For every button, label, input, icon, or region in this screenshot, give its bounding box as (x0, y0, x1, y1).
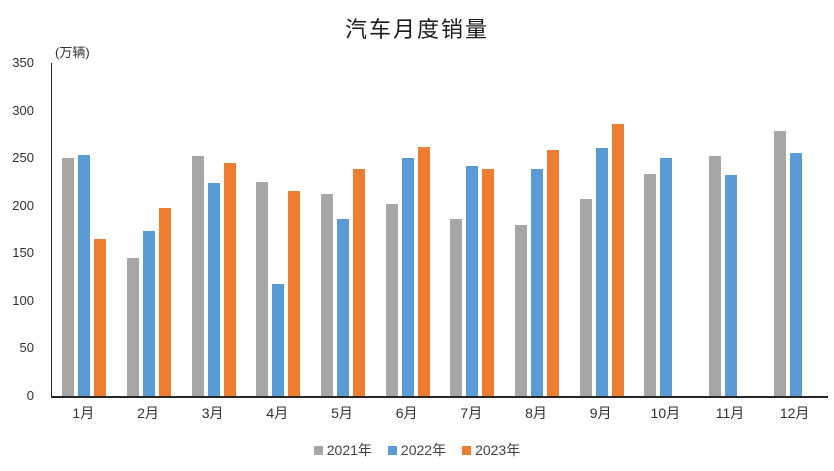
bar-2023年-9月 (611, 124, 624, 396)
legend-label: 2023年 (475, 442, 521, 458)
legend-label: 2021年 (326, 442, 372, 458)
legend: 2021年 2022年 2023年 (0, 440, 834, 460)
bar-2022年-10月 (660, 157, 673, 396)
bar-2022年-7月 (466, 165, 479, 396)
x-category-label: 1月 (72, 405, 95, 421)
x-category-label: 8月 (525, 405, 547, 421)
y-tick-label: 0 (26, 388, 34, 403)
x-category-label: 11月 (715, 405, 745, 421)
bar-2021年-1月 (62, 157, 75, 396)
y-tick-label: 250 (12, 150, 34, 166)
bar-2023年-8月 (547, 150, 559, 396)
x-category-label: 5月 (331, 405, 353, 421)
bar-2023年-3月 (223, 162, 236, 396)
bar-2022年-3月 (207, 183, 220, 396)
bar-2021年-9月 (579, 199, 592, 396)
x-category-label: 12月 (779, 405, 810, 421)
bar-2023年-1月 (94, 239, 107, 396)
bar-2021年-4月 (256, 181, 269, 396)
x-category-label: 3月 (201, 405, 224, 421)
bar-2022年-1月 (78, 155, 91, 396)
bar-2023年-7月 (482, 168, 495, 396)
bar-2023年-5月 (353, 169, 365, 396)
bar-2022年-12月 (789, 152, 802, 396)
x-category-label: 6月 (395, 405, 418, 421)
y-axis-unit-label: (万辆) (55, 45, 90, 60)
x-category-label: 4月 (266, 405, 289, 421)
bar-2021年-12月 (773, 130, 786, 396)
bar-2021年-5月 (321, 193, 333, 396)
bar-2023年-6月 (417, 146, 430, 396)
bar-2021年-10月 (644, 174, 657, 396)
bar-2021年-7月 (450, 218, 463, 396)
bar-2022年-4月 (272, 283, 285, 396)
y-tick-label: 150 (12, 245, 34, 261)
bar-2021年-6月 (385, 204, 398, 396)
legend-item-2021年: 2021年 (313, 440, 372, 460)
x-category-label: 2月 (137, 405, 159, 421)
y-tick-label: 50 (19, 340, 34, 356)
y-tick-label: 200 (12, 197, 34, 213)
bar-2022年-11月 (725, 174, 737, 396)
bar-2021年-8月 (515, 224, 527, 396)
x-category-label: 9月 (589, 405, 612, 421)
y-tick-label: 100 (12, 292, 34, 308)
bar-2021年-3月 (191, 155, 204, 396)
bar-2023年-2月 (159, 208, 171, 396)
bar-2022年-9月 (595, 147, 608, 396)
bar-2022年-8月 (531, 169, 543, 396)
x-category-label: 10月 (650, 405, 681, 421)
legend-swatch-icon (313, 445, 323, 455)
legend-item-2022年: 2022年 (387, 440, 447, 460)
legend-swatch-icon (387, 445, 397, 455)
bar-2022年-5月 (337, 218, 349, 396)
bar-2022年-2月 (143, 230, 155, 396)
y-tick-label: 350 (12, 55, 34, 70)
bar-2022年-6月 (401, 157, 414, 396)
bar-2021年-2月 (127, 257, 139, 396)
x-category-label: 7月 (460, 405, 483, 421)
bar-2023年-4月 (288, 190, 301, 396)
legend-swatch-icon (462, 445, 472, 455)
legend-item-2023年: 2023年 (462, 440, 520, 460)
plot-area (51, 63, 828, 398)
bar-2021年-11月 (709, 156, 721, 396)
legend-label: 2022年 (400, 442, 447, 458)
chart-title: 汽车月度销量 (344, 17, 489, 42)
y-tick-label: 300 (12, 102, 34, 118)
